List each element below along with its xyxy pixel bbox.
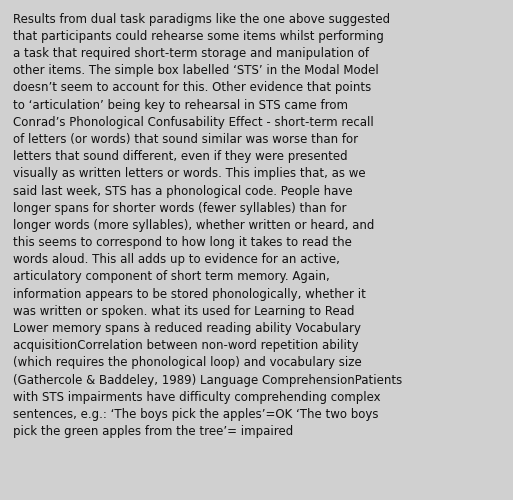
Text: Results from dual task paradigms like the one above suggested
that participants : Results from dual task paradigms like th…	[13, 12, 402, 438]
